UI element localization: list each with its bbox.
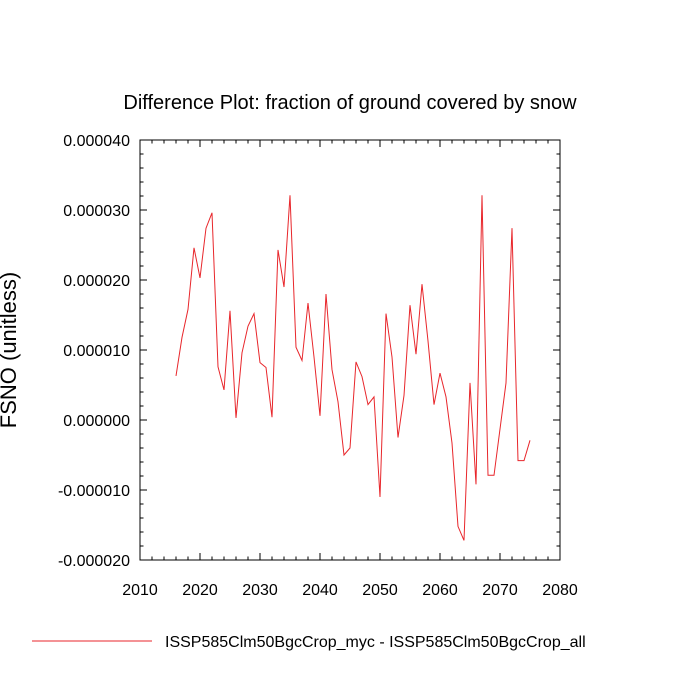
minor-ticks (140, 140, 560, 560)
x-tick-label: 2080 (542, 582, 578, 599)
legend: ISSP585Clm50BgcCrop_myc - ISSP585Clm50Bg… (32, 634, 586, 651)
series-lines (175, 195, 531, 541)
x-tick-label: 2040 (302, 582, 338, 599)
chart-title: Difference Plot: fraction of ground cove… (123, 92, 577, 114)
x-tick-label: 2010 (122, 582, 158, 599)
x-tick-label: 2030 (242, 582, 278, 599)
x-tick-label: 2020 (182, 582, 218, 599)
plot-frame (139, 139, 561, 561)
y-tick-labels: -0.000020 -0.000010 0.000000 0.000010 0.0000… (58, 133, 130, 570)
legend-label: ISSP585Clm50BgcCrop_myc - ISSP585Clm50Bg… (165, 634, 586, 651)
y-tick-label: 0.000030 (63, 203, 130, 220)
y-tick-label: 0.000000 (63, 413, 130, 430)
major-ticks (139, 139, 561, 561)
x-tick-label: 2070 (482, 582, 518, 599)
series-line (175, 195, 531, 541)
y-tick-label: -0.000020 (58, 553, 130, 570)
y-tick-label: 0.000020 (63, 273, 130, 290)
y-tick-label: -0.000010 (58, 483, 130, 500)
x-tick-labels: 2010 2020 2030 2040 2050 2060 2070 2080 (122, 582, 578, 599)
x-tick-label: 2060 (422, 582, 458, 599)
y-tick-label: 0.000040 (63, 133, 130, 150)
x-tick-label: 2050 (362, 582, 398, 599)
y-axis-label: FSNO (unitless) (0, 272, 21, 428)
y-tick-label: 0.000010 (63, 343, 130, 360)
